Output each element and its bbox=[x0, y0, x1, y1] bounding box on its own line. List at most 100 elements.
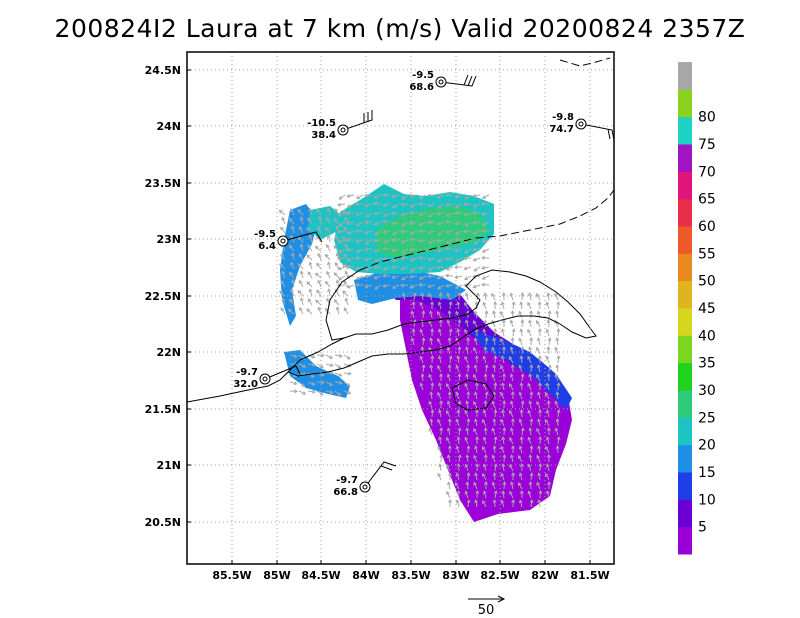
wind-vector-head bbox=[364, 284, 369, 289]
wind-vector-head bbox=[373, 195, 378, 199]
wind-vector-head bbox=[401, 292, 406, 297]
wind-vector bbox=[300, 271, 304, 279]
wind-vector bbox=[473, 284, 481, 288]
wind-vector-head bbox=[419, 301, 424, 306]
wind-vector bbox=[392, 221, 400, 225]
station-circle bbox=[259, 373, 271, 385]
wind-vector bbox=[297, 209, 304, 216]
wind-vector bbox=[482, 419, 487, 427]
wind-vector-head bbox=[429, 364, 434, 369]
wind-vector bbox=[527, 329, 532, 337]
wind-vector bbox=[491, 347, 496, 355]
wind-vector-head bbox=[465, 346, 469, 351]
wind-vector bbox=[464, 356, 469, 364]
wind-vector bbox=[437, 284, 445, 290]
wind-vector-head bbox=[427, 257, 432, 262]
wind-vector-head bbox=[518, 482, 522, 486]
wind-vector-head bbox=[474, 445, 478, 450]
wind-vector bbox=[307, 217, 313, 225]
wind-vector bbox=[420, 383, 424, 391]
wind-vector bbox=[473, 374, 478, 382]
wind-vector-head bbox=[346, 204, 351, 208]
wind-vector-head bbox=[466, 337, 471, 341]
wind-vector bbox=[401, 239, 409, 243]
wind-vector bbox=[280, 254, 286, 261]
wind-vector bbox=[546, 356, 550, 364]
wind-vector-head bbox=[482, 499, 486, 504]
wind-vector bbox=[428, 212, 436, 218]
wind-vector bbox=[334, 354, 342, 357]
wind-vector bbox=[297, 263, 304, 270]
wind-vector-head bbox=[427, 230, 432, 235]
wind-vector bbox=[557, 328, 559, 337]
wind-vector-head bbox=[457, 427, 462, 431]
wind-vector bbox=[518, 455, 523, 463]
wind-vector bbox=[473, 194, 481, 197]
wind-vector bbox=[300, 217, 304, 225]
wind-vector-head bbox=[546, 427, 551, 431]
wind-vector bbox=[446, 266, 454, 271]
wind-vector-head bbox=[529, 310, 534, 314]
wind-vector bbox=[473, 401, 478, 409]
station-temperature: -9.8 bbox=[552, 112, 574, 123]
wind-vector bbox=[476, 293, 479, 301]
wind-vector-head bbox=[509, 400, 514, 405]
wind-vector bbox=[537, 392, 541, 400]
wind-vector bbox=[555, 374, 559, 382]
wind-vector-head bbox=[474, 418, 478, 423]
wind-vector-head bbox=[457, 319, 462, 323]
wind-vector-head bbox=[427, 220, 431, 225]
wind-vector-head bbox=[483, 427, 488, 431]
wind-vector-head bbox=[281, 297, 286, 302]
wind-vector bbox=[448, 337, 451, 346]
wind-vector-head bbox=[346, 258, 351, 262]
wind-vector bbox=[309, 289, 313, 297]
wind-vector bbox=[374, 284, 382, 290]
wind-vector-head bbox=[501, 436, 506, 441]
wind-vector-head bbox=[501, 490, 506, 494]
wind-barb bbox=[282, 231, 323, 243]
wind-vector-head bbox=[428, 400, 433, 405]
wind-vector bbox=[422, 365, 425, 373]
wind-vector bbox=[536, 455, 541, 463]
wind-vector-head bbox=[475, 292, 480, 297]
wind-vector-head bbox=[326, 270, 330, 275]
wind-vector-head bbox=[438, 319, 443, 323]
wind-vector-head bbox=[436, 265, 441, 270]
colorbar-segment bbox=[678, 472, 692, 500]
wind-vector bbox=[474, 419, 478, 427]
wind-vector-head bbox=[454, 194, 459, 199]
lon-tick-label: 84W bbox=[352, 569, 379, 582]
wind-vector-head bbox=[437, 472, 441, 477]
wind-vector-head bbox=[429, 310, 433, 315]
wind-vector bbox=[447, 482, 451, 490]
wind-vector bbox=[339, 194, 346, 200]
wind-vector bbox=[491, 320, 496, 328]
wind-vector-head bbox=[473, 364, 478, 369]
wind-vector bbox=[502, 491, 505, 499]
wind-vector bbox=[316, 290, 322, 297]
wind-vector-head bbox=[536, 373, 540, 378]
wind-vector bbox=[464, 437, 469, 445]
wind-vector bbox=[345, 271, 349, 279]
lon-tick-label: 84.5W bbox=[301, 569, 340, 582]
wind-vector bbox=[510, 374, 514, 382]
wind-vector-head bbox=[445, 256, 450, 261]
colorbar-label: 15 bbox=[698, 465, 716, 481]
wind-vector-head bbox=[493, 409, 498, 414]
wind-vector bbox=[289, 218, 295, 225]
wind-vector-head bbox=[554, 427, 559, 432]
wind-vector-head bbox=[465, 481, 470, 486]
wind-vector-head bbox=[481, 239, 486, 243]
wind-vector-head bbox=[500, 499, 505, 504]
wind-vector bbox=[518, 482, 523, 490]
wind-vector bbox=[528, 491, 532, 499]
wind-vector bbox=[316, 354, 325, 356]
wind-vector bbox=[511, 482, 514, 490]
wind-vector bbox=[316, 263, 322, 270]
wind-vector bbox=[449, 302, 452, 310]
wind-vector bbox=[510, 320, 514, 328]
wind-vector-head bbox=[483, 454, 488, 458]
wind-vector bbox=[485, 338, 488, 346]
wind-vector bbox=[554, 347, 559, 355]
